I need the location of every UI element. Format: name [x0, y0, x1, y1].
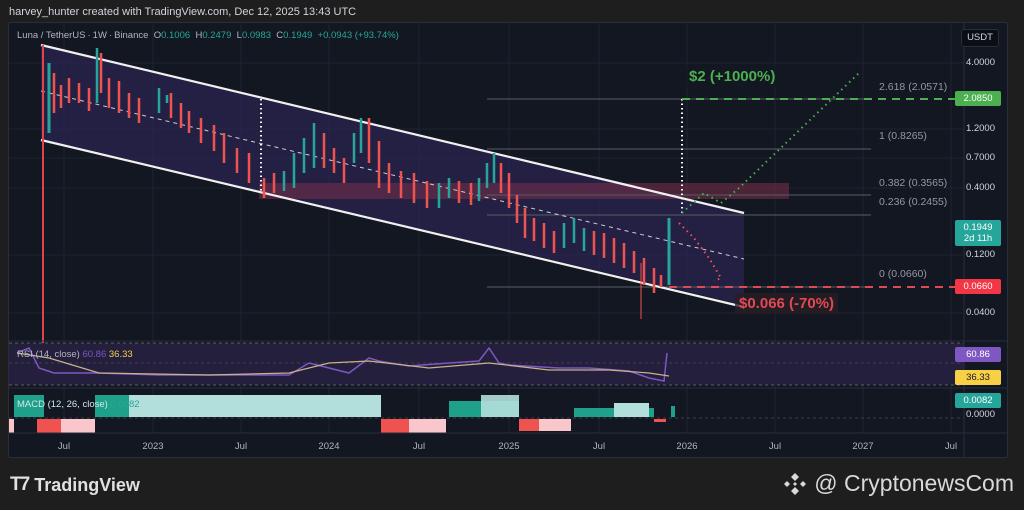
rsi-ma-value: 36.33	[108, 349, 133, 360]
time-tick: Jul	[57, 441, 71, 452]
price-tick: 0.7000	[965, 152, 995, 163]
symbol-name[interactable]: Luna / TetherUS	[17, 30, 86, 41]
time-tick: 2027	[852, 441, 874, 452]
author-credit: harvey_hunter created with TradingView.c…	[9, 6, 357, 18]
time-tick: Jul	[768, 441, 782, 452]
macd-value: 0.0082	[110, 399, 140, 410]
macd-value-badge: 0.0082	[955, 393, 1001, 408]
binance-diamond-icon	[784, 472, 807, 495]
price-tick: 0.1200	[965, 249, 995, 260]
fib-level-1: 1 (0.8265)	[879, 130, 927, 142]
macd-zero-tick: 0.0000	[965, 409, 995, 420]
low-label: L	[236, 30, 242, 41]
fib-level-0382: 0.382 (0.3565)	[879, 177, 948, 189]
rsi-label[interactable]: RSI (14, close)	[17, 349, 80, 360]
bar-countdown: 2d 11h	[963, 233, 993, 244]
bear-target-label: $0.066 (-70%)	[735, 293, 839, 314]
bull-target-label: $2 (+1000%)	[685, 66, 780, 87]
exchange: Binance	[114, 30, 149, 41]
price-tick: 0.0400	[965, 307, 995, 318]
close-label: C	[276, 30, 284, 41]
open-label: O	[153, 30, 162, 41]
change-value: +0.0943 (+93.74%)	[317, 30, 399, 41]
rsi-legend[interactable]: RSI (14, close) 60.86 36.33	[17, 349, 133, 360]
target-price-badge: 2.0850	[955, 91, 1001, 106]
time-tick: 2024	[318, 441, 340, 452]
price-tick: 0.4000	[965, 182, 995, 193]
watermark-text: @ CryptonewsCom	[814, 470, 1014, 496]
rsi-value: 60.86	[82, 349, 107, 360]
time-tick: Jul	[234, 441, 248, 452]
time-tick: Jul	[412, 441, 426, 452]
time-tick: Jul	[944, 441, 958, 452]
interval[interactable]: 1W	[92, 30, 107, 41]
tradingview-logo: T7 TradingView	[10, 474, 140, 496]
time-tick: Jul	[592, 441, 606, 452]
time-tick: 2023	[142, 441, 164, 452]
rsi-ma-badge: 36.33	[955, 370, 1001, 385]
tradingview-mark-icon: T7	[10, 474, 30, 495]
time-tick: 2026	[676, 441, 698, 452]
close-value: 0.1949	[283, 30, 313, 41]
current-price: 0.1949	[963, 222, 993, 233]
macd-legend[interactable]: MACD (12, 26, close) 0.0082	[17, 399, 140, 410]
symbol-legend[interactable]: Luna / TetherUS · 1W · Binance O0.1006 H0.24…	[17, 30, 399, 41]
tradingview-brand: TradingView	[34, 474, 140, 495]
currency-button[interactable]: USDT	[961, 29, 999, 47]
high-value: 0.2479	[202, 30, 232, 41]
time-tick: 2025	[498, 441, 520, 452]
open-value: 0.1006	[161, 30, 191, 41]
cryptonews-watermark: @ CryptonewsCom	[782, 470, 1014, 497]
chart-frame[interactable]: Luna / TetherUS · 1W · Binance O0.1006 H0.24…	[8, 22, 1008, 458]
fib-level-0: 0 (0.0660)	[879, 268, 927, 280]
current-price-badge: 0.1949 2d 11h	[955, 220, 1001, 246]
rsi-value-badge: 60.86	[955, 347, 1001, 362]
price-chart-canvas[interactable]	[9, 23, 1008, 458]
macd-label[interactable]: MACD (12, 26, close)	[17, 399, 108, 410]
low-value: 0.0983	[241, 30, 272, 41]
fib-level-0236: 0.236 (0.2455)	[879, 196, 948, 208]
support-price-badge: 0.0660	[955, 279, 1001, 294]
fib-level-2618: 2.618 (2.0571)	[879, 81, 948, 93]
high-label: H	[195, 30, 203, 41]
price-tick: 1.2000	[965, 123, 995, 134]
price-tick: 4.0000	[965, 57, 995, 68]
